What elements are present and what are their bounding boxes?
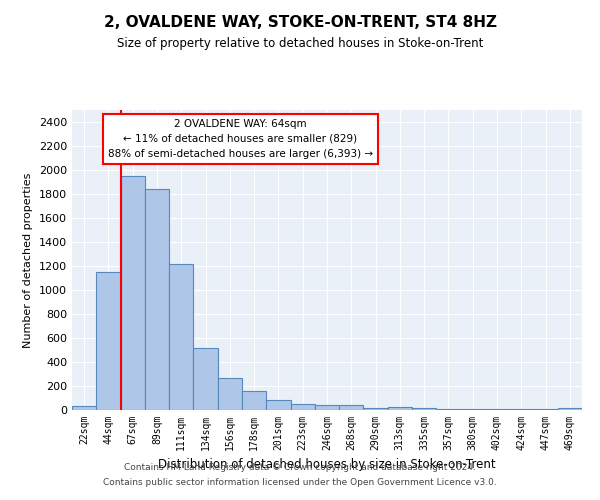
Y-axis label: Number of detached properties: Number of detached properties	[23, 172, 34, 348]
Bar	[315, 404, 339, 410]
Bar	[242, 392, 266, 410]
Bar	[388, 407, 412, 410]
Bar	[266, 400, 290, 410]
Text: 2, OVALDENE WAY, STOKE-ON-TRENT, ST4 8HZ: 2, OVALDENE WAY, STOKE-ON-TRENT, ST4 8HZ	[104, 15, 497, 30]
Bar	[218, 378, 242, 410]
Bar	[193, 348, 218, 410]
X-axis label: Distribution of detached houses by size in Stoke-on-Trent: Distribution of detached houses by size …	[158, 458, 496, 471]
Bar	[558, 408, 582, 410]
Bar	[72, 406, 96, 410]
Bar	[412, 408, 436, 410]
Bar	[145, 189, 169, 410]
Text: Contains HM Land Registry data © Crown copyright and database right 2024.: Contains HM Land Registry data © Crown c…	[124, 463, 476, 472]
Bar	[96, 272, 121, 410]
Bar	[169, 264, 193, 410]
Bar	[290, 404, 315, 410]
Bar	[121, 176, 145, 410]
Bar	[339, 405, 364, 410]
Text: Size of property relative to detached houses in Stoke-on-Trent: Size of property relative to detached ho…	[117, 38, 483, 51]
Text: Contains public sector information licensed under the Open Government Licence v3: Contains public sector information licen…	[103, 478, 497, 487]
Bar	[364, 408, 388, 410]
Text: 2 OVALDENE WAY: 64sqm
← 11% of detached houses are smaller (829)
88% of semi-det: 2 OVALDENE WAY: 64sqm ← 11% of detached …	[108, 119, 373, 158]
